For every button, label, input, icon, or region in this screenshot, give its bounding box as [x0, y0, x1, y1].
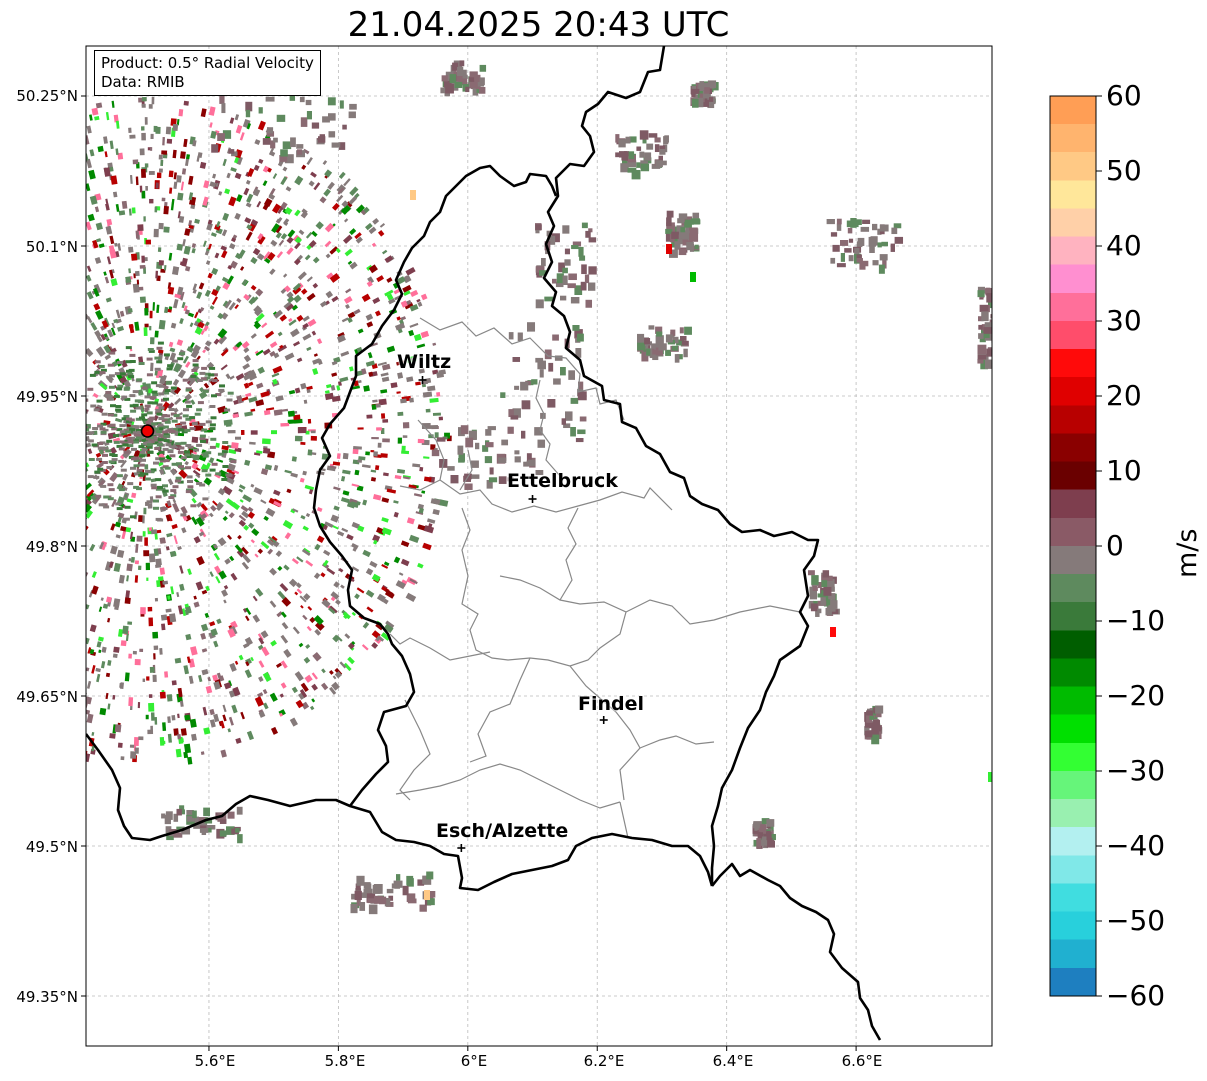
colorbar-tick-label: 60 — [1106, 79, 1142, 112]
colorbar-tick-label: 10 — [1106, 454, 1142, 487]
lat-label: 49.5°N — [25, 838, 78, 856]
city-label-findel: Findel — [578, 693, 645, 715]
lon-label: 6.2°E — [583, 1052, 625, 1070]
colorbar-tick-label: −30 — [1106, 754, 1166, 787]
colorbar — [1049, 95, 1097, 997]
lon-label: 5.8°E — [324, 1052, 366, 1070]
lat-label: 49.95°N — [16, 388, 78, 406]
colorbar-tick-label: −40 — [1106, 829, 1166, 862]
product-info-box: Product: 0.5° Radial Velocity Data: RMIB — [94, 50, 321, 96]
lon-label: 5.6°E — [194, 1052, 236, 1070]
city-marker — [457, 844, 466, 852]
colorbar-unit-label: m/s — [1172, 528, 1203, 578]
lon-label: 6.6°E — [841, 1052, 883, 1070]
radar-site-marker — [140, 424, 155, 438]
colorbar-tick-label: −60 — [1106, 979, 1166, 1012]
colorbar-tick-label: −10 — [1106, 604, 1166, 637]
lat-label: 49.65°N — [16, 688, 78, 706]
city-marker — [528, 495, 537, 503]
colorbar-tick-label: 30 — [1106, 304, 1142, 337]
colorbar-tick-label: −20 — [1106, 679, 1166, 712]
colorbar-tick-label: 40 — [1106, 229, 1142, 262]
colorbar-tick-label: 50 — [1106, 154, 1142, 187]
city-marker — [599, 716, 608, 724]
map-title: 21.04.2025 20:43 UTC — [347, 5, 730, 45]
lat-label: 49.8°N — [25, 538, 78, 556]
luxembourg-canton-borders — [389, 317, 801, 839]
city-markers — [418, 376, 608, 852]
city-label-esch-alzette: Esch/Alzette — [436, 820, 569, 842]
colorbar-tick-label: 0 — [1106, 529, 1124, 562]
lat-label: 50.1°N — [25, 238, 78, 256]
lon-label: 6°E — [460, 1052, 488, 1070]
city-label-ettelbruck: Ettelbruck — [507, 470, 618, 492]
city-marker — [418, 376, 427, 384]
colorbar-tick-label: −50 — [1106, 904, 1166, 937]
radar-echo-layer — [86, 60, 992, 915]
lat-label: 49.35°N — [16, 988, 78, 1006]
city-label-wiltz: Wiltz — [397, 351, 452, 373]
product-label: Product: 0.5° Radial Velocity — [101, 54, 314, 72]
lon-label: 6.4°E — [712, 1052, 754, 1070]
data-source-label: Data: RMIB — [101, 73, 185, 91]
lat-label: 50.25°N — [16, 87, 78, 105]
country-borders — [86, 46, 882, 1041]
colorbar-tick-label: 20 — [1106, 379, 1142, 412]
